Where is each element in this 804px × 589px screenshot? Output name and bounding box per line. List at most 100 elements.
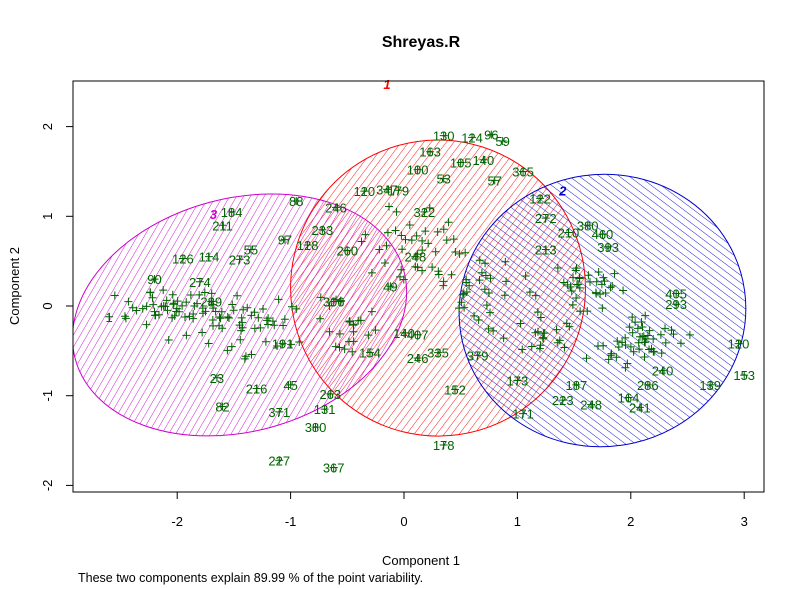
point-marker: [519, 167, 528, 176]
cloud-point: [273, 342, 282, 351]
point-marker: [246, 245, 255, 254]
point-label: 139: [699, 378, 721, 393]
point-marker: [734, 339, 743, 348]
point-marker: [218, 221, 227, 230]
point-marker: [513, 376, 522, 385]
cloud-point: [168, 290, 177, 299]
point-marker: [426, 147, 435, 156]
point-marker: [598, 230, 607, 239]
cloud-point: [382, 241, 391, 250]
cloud-point: [606, 283, 615, 292]
cloud-point: [606, 351, 615, 360]
cloud-point: [392, 207, 401, 216]
cloud-point: [279, 321, 288, 330]
point-label: 246: [325, 200, 347, 215]
cloud-point: [598, 304, 607, 313]
cloud-point: [656, 330, 665, 339]
cloud-point: [201, 307, 210, 316]
point-label: 82: [215, 399, 229, 414]
cloud-point: [477, 268, 486, 277]
cloud-point: [500, 291, 509, 300]
point-label: 173: [507, 373, 529, 388]
cloud-point: [237, 313, 246, 322]
x-axis: -2 -1 0 1 2 3: [171, 491, 748, 529]
point-marker: [439, 174, 448, 183]
point-label: 120: [728, 337, 750, 352]
cloud-point: [405, 220, 414, 229]
cloud-point: [331, 342, 340, 351]
cluster-1-label: 1: [383, 77, 390, 92]
cloud-point: [407, 236, 416, 245]
cloud-point: [584, 271, 593, 280]
point-marker: [227, 207, 236, 216]
cloud-point: [568, 300, 577, 309]
cloud-point: [425, 203, 434, 212]
point-marker: [326, 389, 335, 398]
point-label: 274: [189, 275, 211, 290]
cloud-point: [533, 327, 542, 336]
point-marker: [706, 380, 715, 389]
point-label: 124: [461, 130, 483, 145]
x-tick-label: 3: [741, 514, 748, 529]
point-label: 179: [387, 183, 409, 198]
point-marker: [292, 197, 301, 206]
cloud-point: [607, 349, 616, 358]
point-label: 131: [314, 402, 336, 417]
point-label: 240: [652, 364, 674, 379]
point-label: 184: [221, 205, 243, 220]
cloud-point: [335, 343, 344, 352]
point-label: 365: [512, 164, 534, 179]
cloud-point: [195, 290, 204, 299]
cloud-point: [110, 291, 119, 300]
x-tick-label: -1: [285, 514, 297, 529]
chart-title: Shreyas.R: [382, 34, 461, 51]
cloud-point: [576, 307, 585, 316]
point-label: 273: [229, 252, 251, 267]
cloud-point: [385, 202, 394, 211]
cloud-point: [641, 311, 650, 320]
point-marker: [105, 312, 114, 321]
point-marker: [672, 300, 681, 309]
cloud-point: [489, 326, 498, 335]
cloud-point: [475, 276, 484, 285]
point-label: 241: [629, 400, 651, 415]
point-marker: [252, 384, 261, 393]
cloud-point: [592, 277, 601, 286]
cloud-point: [642, 334, 651, 343]
point-marker: [479, 155, 488, 164]
point-marker: [365, 348, 374, 357]
cloud-point: [640, 338, 649, 347]
cloud-point: [207, 289, 216, 298]
cloud-point: [371, 326, 380, 335]
cloud-point: [536, 341, 545, 350]
cloud-point: [555, 336, 564, 345]
cloud-point: [486, 308, 495, 317]
point-label: 460: [592, 227, 614, 242]
cloud-point: [667, 326, 676, 335]
point-marker: [207, 297, 216, 306]
cloud-point: [516, 319, 525, 328]
cloud-point: [233, 291, 242, 300]
cloud-point: [418, 246, 427, 255]
cloud-point: [484, 288, 493, 297]
cloud-point: [168, 313, 177, 322]
point-label: 122: [529, 191, 551, 206]
cloud-point: [614, 343, 623, 352]
point-label: 45: [283, 378, 297, 393]
cloud-point: [418, 236, 427, 245]
cloud-point: [645, 326, 654, 335]
cloud-point: [190, 301, 199, 310]
y-axis: -2 -1 0 1 2: [40, 123, 74, 491]
point-label: 59: [495, 134, 509, 149]
point-label: 246: [407, 351, 429, 366]
y-tick-label: -1: [40, 390, 55, 402]
point-label: 105: [450, 155, 472, 170]
cloud-point: [608, 281, 617, 290]
cloud-point: [433, 227, 442, 236]
cloud-point: [626, 342, 635, 351]
point-marker: [434, 348, 443, 357]
cloud-point: [235, 321, 244, 330]
point-label: 140: [473, 153, 495, 168]
point-label: 260: [336, 243, 358, 258]
